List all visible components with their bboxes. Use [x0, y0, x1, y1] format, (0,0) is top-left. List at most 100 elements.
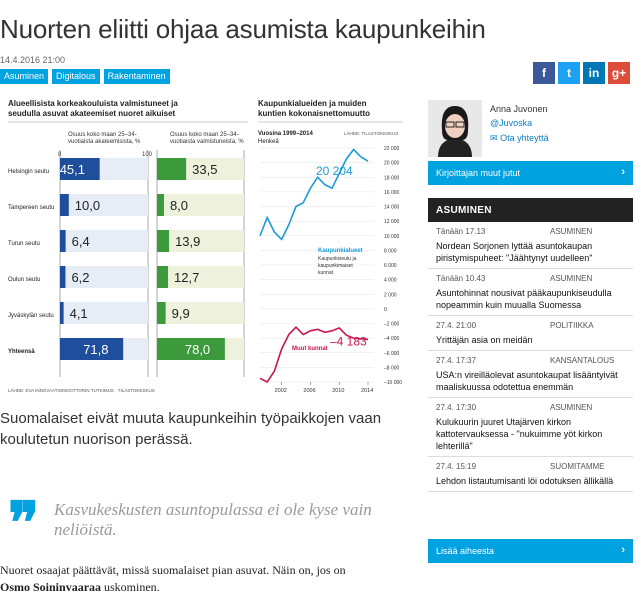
bar-chart-title-2: seudulla asuvat akateemiset nuoret aikui…	[8, 109, 176, 118]
news-time: Tänään 10.43	[436, 274, 486, 283]
news-item[interactable]: 27.4. 17:30 ASUMINEN Kulukuurin juuret Uta…	[428, 398, 633, 457]
category-label: Turun seutu	[8, 241, 40, 247]
news-item[interactable]: Tänään 17.13 ASUMINEN Nordean Sorjonen lyt…	[428, 222, 633, 269]
news-title[interactable]: Lehdon listautumisanti löi odotuksen äll…	[436, 476, 614, 486]
tag-rakentaminen[interactable]: Rakentaminen	[103, 69, 170, 84]
line-chart-source: LÄHDE: TILASTOKESKUS	[344, 130, 398, 136]
news-title[interactable]: Asuntohinnat nousivat pääkaupunkiseudull…	[436, 288, 612, 310]
news-category: ASUMINEN	[550, 403, 593, 412]
bar-value-label: 4,1	[70, 306, 88, 321]
line-chart-title-1: Kaupunkialueiden ja muiden	[258, 99, 367, 108]
bar-value-label: 12,7	[174, 270, 199, 285]
bar-academic	[60, 338, 124, 360]
bar-value-label: 13,9	[175, 234, 200, 249]
series-end-label: –4 183	[330, 334, 367, 348]
bar-academic	[60, 158, 100, 180]
facebook-share-button[interactable]: f	[533, 62, 555, 84]
news-time: Tänään 17.13	[436, 227, 486, 236]
news-category: ASUMINEN	[550, 227, 593, 236]
author-twitter-link[interactable]: @Juvoska	[490, 118, 533, 128]
category-label: Oulun seutu	[8, 277, 40, 283]
y-tick-label: 2 000	[384, 292, 397, 298]
bar-academic	[60, 302, 64, 324]
chevron-right-icon: ›	[621, 166, 625, 178]
googleplus-icon: g+	[611, 66, 627, 80]
category-label: Helsingin seutu	[8, 169, 49, 175]
tag-digitalous[interactable]: Digitalous	[52, 69, 100, 84]
y-tick-label: 6 000	[384, 263, 397, 269]
quote-icon: ❞	[8, 489, 40, 557]
bar-chart-source: LÄHDE: EVA INNOVAATIOMOOTTORIN TUTKIMUS …	[8, 387, 155, 393]
line-chart-title-2: kuntien kokonaisnettomuutto	[258, 109, 370, 118]
more-topic-button[interactable]: Lisää aiheesta ›	[428, 539, 633, 563]
facebook-icon: f	[542, 66, 546, 80]
author-contact-label: Ota yhteyttä	[500, 133, 549, 143]
bar-graduates	[157, 338, 225, 360]
category-label: Jyväskylän seutu	[8, 313, 54, 319]
series-note: kaupunkimaiset	[318, 263, 353, 269]
news-title[interactable]: Nordean Sorjonen lyttää asuntokaupan pir…	[436, 241, 593, 263]
y-tick-label: 4 000	[384, 278, 397, 284]
y-tick-label: 12 000	[384, 219, 400, 225]
category-label: Tampereen seutu	[8, 205, 54, 211]
series-name-label: Kaupunkialueet	[318, 248, 363, 254]
googleplus-share-button[interactable]: g+	[608, 62, 630, 84]
y-tick-label: 18 000	[384, 175, 400, 181]
news-list: Tänään 17.13 ASUMINEN Nordean Sorjonen lyt…	[428, 222, 633, 492]
news-item[interactable]: Tänään 10.43 ASUMINEN Asuntohinnat nousiva…	[428, 269, 633, 316]
body-text-1: Nuoret osaajat päättävät, missä suomalai…	[0, 563, 346, 577]
author-more-button[interactable]: Kirjoittajan muut jutut ›	[428, 161, 633, 185]
y-tick-label: 10 000	[384, 234, 400, 240]
y-tick-label: –8 000	[384, 365, 400, 371]
news-title[interactable]: USA:n vireilläolevat asuntokaupat lisään…	[436, 370, 618, 392]
body-text-2: uskominen.	[101, 580, 160, 594]
news-item[interactable]: 27.4. 21:00 POLITIIKKA Yrittäjän asia on m…	[428, 316, 633, 351]
y-tick-label: 16 000	[384, 190, 400, 196]
bar-academic	[60, 230, 66, 252]
category-label: Yhteensä	[8, 349, 35, 355]
tag-asuminen[interactable]: Asuminen	[0, 69, 49, 84]
body-person-name: Osmo Soininvaaraa	[0, 580, 102, 594]
article-lead: Suomalaiset eivät muuta kaupunkeihin työ…	[0, 410, 382, 448]
bar-graduates	[157, 230, 170, 252]
news-item[interactable]: 27.4. 17:37 KANSANTALOUS USA:n vireilläole…	[428, 351, 633, 398]
more-topic-label: Lisää aiheesta	[436, 546, 495, 556]
y-tick-label: –4 000	[384, 336, 400, 342]
linkedin-share-button[interactable]: in	[583, 62, 605, 84]
mail-icon: ✉	[490, 133, 498, 143]
article-body: Nuoret osaajat päättävät, missä suomalai…	[0, 562, 405, 596]
bar-value-label: 45,1	[60, 162, 85, 177]
infographic: Alueellisista korkeakouluista valmistune…	[0, 92, 405, 398]
article-title: Nuorten eliitti ohjaa asumista kaupunkei…	[0, 14, 486, 44]
author-avatar	[428, 100, 482, 157]
bar-graduates	[157, 194, 164, 216]
share-bar: f t in g+	[533, 62, 630, 84]
bar-value-label: 33,5	[192, 162, 217, 177]
y-tick-label: 22 000	[384, 146, 400, 152]
y-tick-label: 14 000	[384, 205, 400, 211]
news-item[interactable]: 27.4. 15:19 SUOMITAMME Lehdon listautumisa…	[428, 457, 633, 492]
twitter-share-button[interactable]: t	[558, 62, 580, 84]
news-title[interactable]: Yrittäjän asia on meidän	[436, 335, 533, 345]
series-name-label: Muut kunnat	[292, 346, 328, 352]
y-tick-label: 0	[384, 307, 387, 313]
svg-text:Osuus koko maan 25–34-: Osuus koko maan 25–34-	[170, 132, 239, 138]
infographic-svg: Alueellisista korkeakouluista valmistune…	[8, 99, 403, 394]
news-time: 27.4. 15:19	[436, 462, 477, 471]
tag-list: Asuminen Digitalous Rakentaminen	[0, 69, 170, 84]
svg-text:Osuus koko maan 25–34-: Osuus koko maan 25–34-	[68, 132, 137, 138]
bar-value-label: 71,8	[83, 342, 108, 357]
series-line	[259, 148, 369, 241]
y-tick-label: 8 000	[384, 248, 397, 254]
bar-value-label: 10,0	[75, 198, 100, 213]
article-date: 14.4.2016 21:00	[0, 55, 66, 65]
news-title[interactable]: Kulukuurin juuret Utajärven kirkon katto…	[436, 417, 603, 451]
y-tick-label: –2 000	[384, 322, 400, 328]
linkedin-icon: in	[588, 66, 600, 80]
series-note: kunnat	[318, 270, 334, 276]
bar-graduates	[157, 266, 169, 288]
news-category: KANSANTALOUS	[550, 356, 615, 365]
y-tick-label: –6 000	[384, 351, 400, 357]
author-contact-link[interactable]: ✉ Ota yhteyttä	[490, 133, 549, 144]
news-category: POLITIIKKA	[550, 321, 594, 330]
